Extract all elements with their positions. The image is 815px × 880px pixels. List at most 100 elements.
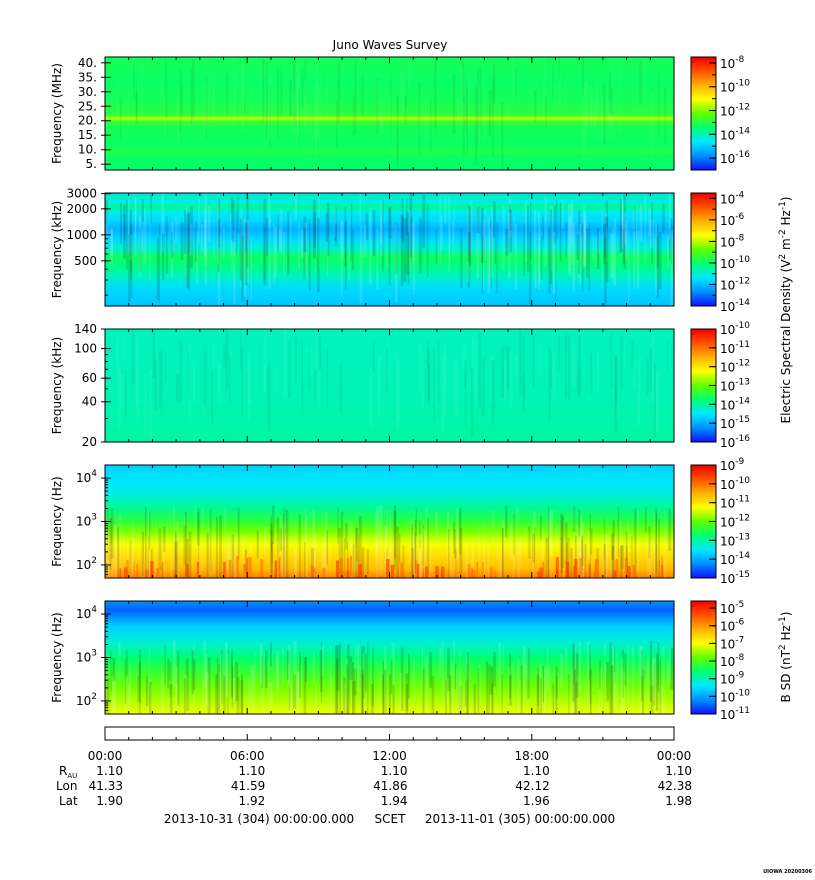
texture-streak — [547, 505, 550, 578]
colorbar-5: 10-5 10-610-7 10-8 10-910-10 10-11 — [690, 600, 750, 722]
texture-burst — [358, 564, 363, 578]
y-tick-exponent: 2 — [91, 692, 97, 702]
texture-streak — [392, 684, 395, 714]
magnetic-density-label-part: -1 — [778, 616, 788, 625]
colorbar-tick-label: 10-15 — [720, 415, 750, 431]
texture-streak — [191, 58, 195, 119]
texture-streak — [671, 218, 673, 264]
texture-streak — [572, 344, 576, 388]
texture-streak — [283, 329, 287, 397]
texture-streak — [405, 673, 409, 711]
texture-streak — [126, 648, 128, 676]
colorbar-tick-label: 10-13 — [720, 532, 750, 548]
texture-streak — [532, 533, 535, 563]
texture-streak — [176, 521, 179, 554]
texture-streak — [505, 229, 509, 256]
texture-burst — [425, 566, 428, 578]
texture-streak — [512, 57, 514, 104]
texture-streak — [277, 67, 279, 139]
y-tick-label: 15. — [78, 128, 97, 142]
texture-streak — [388, 206, 392, 240]
texture-streak — [651, 91, 654, 156]
colorbar-tick-exponent: -16 — [735, 150, 750, 160]
texture-streak — [452, 221, 454, 246]
texture-streak — [506, 91, 509, 120]
texture-streak — [352, 547, 355, 578]
texture-streak — [143, 208, 146, 264]
texture-streak — [119, 203, 122, 244]
texture-streak — [444, 195, 447, 224]
texture-streak — [225, 329, 229, 390]
texture-streak — [456, 508, 459, 561]
y-tick-label: 2000 — [66, 202, 97, 216]
texture-streak — [274, 226, 277, 277]
texture-streak — [240, 679, 244, 714]
texture-streak — [227, 537, 230, 570]
texture-streak — [587, 641, 590, 671]
texture-streak — [314, 93, 317, 170]
texture-streak — [262, 58, 265, 122]
texture-streak — [288, 685, 291, 711]
texture-streak — [188, 531, 192, 578]
texture-streak — [427, 363, 431, 400]
texture-streak — [232, 677, 236, 701]
texture-streak — [606, 662, 609, 701]
texture-streak — [367, 642, 369, 714]
texture-streak — [608, 100, 612, 128]
texture-streak — [329, 646, 332, 714]
texture-streak — [473, 683, 477, 714]
texture-streak — [263, 230, 267, 285]
texture-streak — [583, 677, 586, 711]
texture-streak — [225, 642, 228, 698]
texture-burst — [441, 566, 445, 578]
texture-streak — [277, 540, 279, 578]
spectrogram-texture — [116, 329, 669, 440]
texture-streak — [242, 63, 245, 131]
texture-streak — [156, 237, 159, 300]
texture-streak — [503, 361, 507, 399]
texture-streak — [418, 341, 422, 392]
texture-streak — [376, 540, 378, 578]
electric-density-label-part: m — [779, 238, 793, 254]
colorbar-tick-exponent: -10 — [735, 79, 750, 89]
texture-streak — [501, 674, 503, 714]
texture-streak — [433, 347, 435, 422]
texture-streak — [450, 662, 453, 714]
texture-streak — [492, 509, 495, 544]
texture-streak — [369, 207, 372, 285]
texture-streak — [217, 197, 220, 272]
texture-streak — [231, 536, 234, 565]
texture-streak — [113, 524, 117, 578]
texture-streak — [175, 531, 177, 578]
texture-burst — [236, 556, 239, 578]
texture-streak — [415, 507, 417, 536]
texture-streak — [411, 524, 413, 577]
texture-streak — [575, 653, 579, 699]
texture-streak — [240, 330, 242, 370]
texture-streak — [492, 64, 496, 104]
texture-streak — [315, 685, 318, 714]
texture-streak — [304, 542, 306, 578]
row-label-r-subscript: AU — [67, 772, 77, 780]
texture-streak — [424, 92, 427, 142]
texture-streak — [408, 210, 411, 272]
latitude-value: 1.94 — [381, 794, 408, 808]
texture-streak — [634, 205, 636, 232]
colorbar-tick-label: 10-12 — [720, 514, 750, 530]
texture-streak — [193, 645, 195, 714]
texture-streak — [443, 353, 447, 418]
texture-streak — [581, 540, 583, 578]
texture-streak — [398, 533, 401, 563]
colorbar-tick-label: 10-14 — [720, 298, 750, 314]
texture-streak — [541, 236, 543, 280]
texture-streak — [670, 647, 674, 690]
texture-streak — [482, 219, 485, 290]
y-tick-label: 140 — [74, 322, 97, 336]
colorbar-tick-label: 10-11 — [720, 495, 750, 511]
texture-streak — [230, 213, 232, 256]
texture-streak — [123, 214, 126, 240]
spectrogram-texture — [106, 504, 672, 578]
texture-streak — [145, 676, 149, 707]
texture-streak — [572, 222, 576, 292]
texture-streak — [270, 530, 273, 578]
